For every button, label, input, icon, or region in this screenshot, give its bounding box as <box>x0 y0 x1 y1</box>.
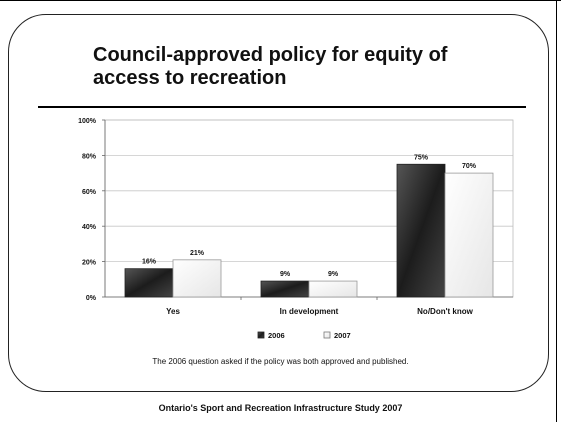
data-label: 16% <box>142 259 157 266</box>
bar-2006 <box>260 280 310 298</box>
bar-2007 <box>308 280 358 298</box>
corner-line-horizontal <box>0 0 561 1</box>
data-label: 75% <box>414 154 429 161</box>
bar-2007 <box>444 172 494 298</box>
bar-2007 <box>172 259 222 298</box>
bar-2006 <box>396 163 446 298</box>
x-category-label: Yes <box>166 307 180 316</box>
corner-line-vertical <box>556 0 557 422</box>
labels: 16% 21% Yes 9% 9% In development 75% 70% No/Don'… <box>142 154 477 316</box>
chart-footnote: The 2006 question asked if the policy wa… <box>152 357 409 366</box>
data-label: 21% <box>190 250 205 257</box>
legend-label-2007: 2007 <box>334 331 351 340</box>
slide-title: Council-approved policy for equity of ac… <box>93 44 448 89</box>
x-category-label: In development <box>280 307 339 316</box>
y-tick-label: 100% <box>78 118 97 125</box>
y-tick-label: 40% <box>82 224 97 231</box>
slide-frame <box>8 14 549 392</box>
legend-label-2006: 2006 <box>268 331 285 340</box>
data-label: 9% <box>280 271 291 278</box>
title-divider <box>38 106 526 108</box>
legend-swatch-2006 <box>257 331 265 339</box>
y-tick-label: 20% <box>82 260 97 267</box>
y-tick-label: 0% <box>86 295 97 302</box>
y-tick-label: 80% <box>82 153 97 160</box>
data-label: 9% <box>328 271 339 278</box>
slide-footer: Ontario's Sport and Recreation Infrastru… <box>158 403 403 413</box>
bar-2006 <box>124 268 174 298</box>
legend: 2006 2007 <box>257 331 351 340</box>
x-category-label: No/Don't know <box>417 307 473 316</box>
y-tick-label: 60% <box>82 189 97 196</box>
legend-swatch-2007 <box>323 331 331 339</box>
data-label: 70% <box>462 163 477 170</box>
bars <box>124 163 494 298</box>
